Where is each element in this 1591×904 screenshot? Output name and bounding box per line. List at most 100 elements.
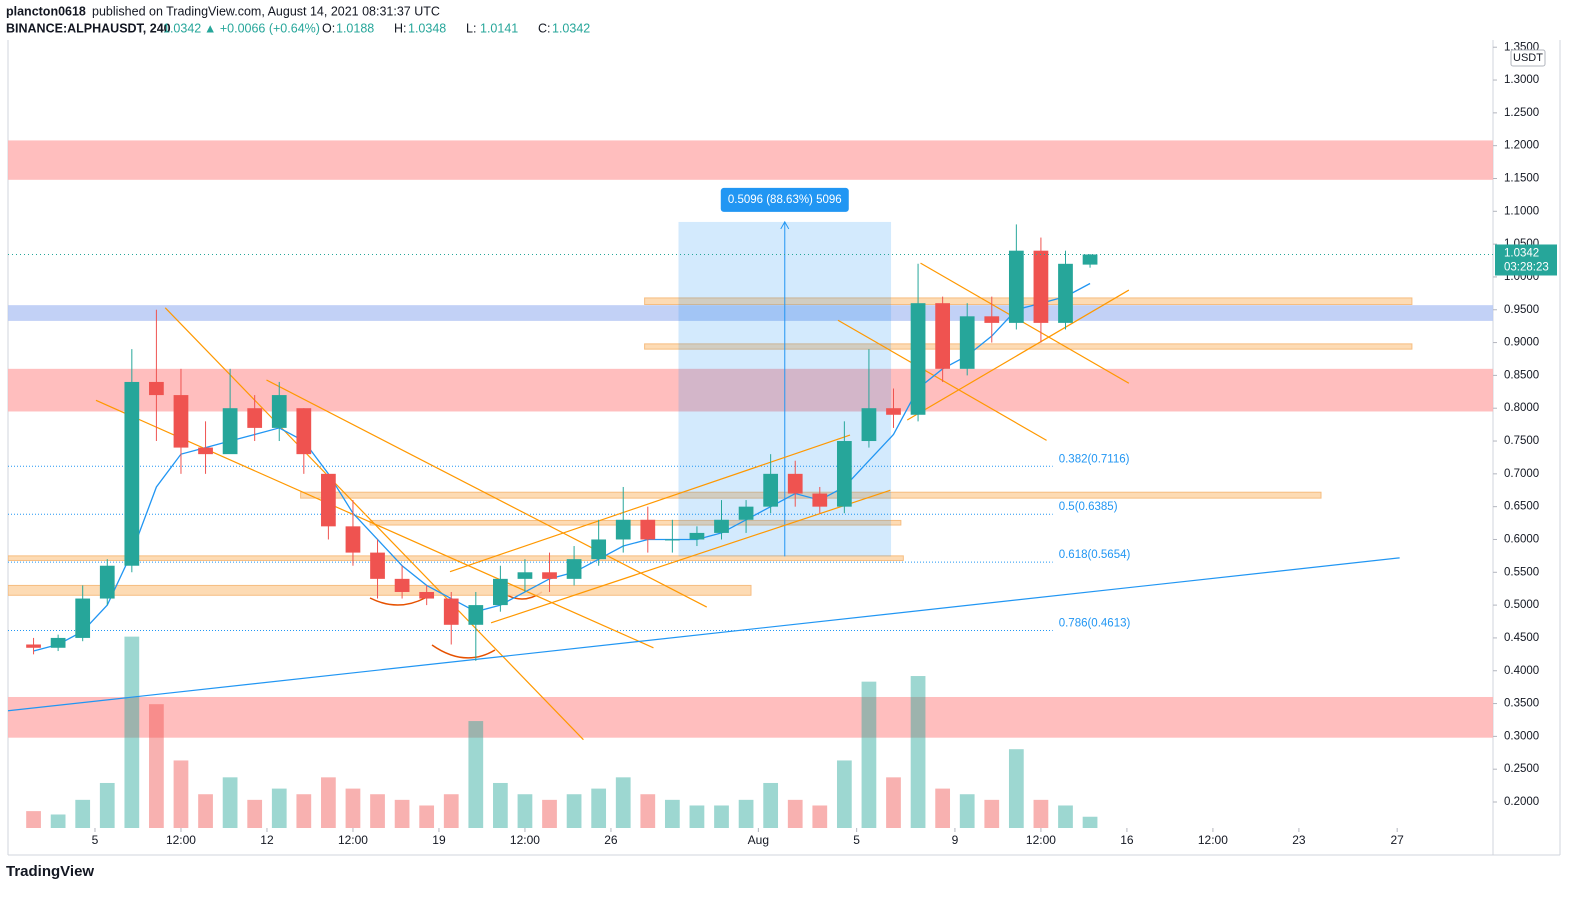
trendline bbox=[95, 399, 654, 649]
candle-body bbox=[566, 559, 582, 579]
zone bbox=[8, 305, 1493, 321]
x-tick-label: 12:00 bbox=[1198, 833, 1228, 847]
plot-area bbox=[8, 140, 1493, 828]
candle-body bbox=[591, 539, 607, 560]
candle-body bbox=[149, 381, 164, 396]
symbol: BINANCE:ALPHAUSDT, 240 bbox=[6, 21, 171, 35]
measure-label: 0.5096 (88.63%) 5096 bbox=[728, 194, 842, 206]
zone bbox=[8, 696, 1493, 738]
trendline bbox=[449, 434, 851, 573]
y-tick-label: 0.5500 bbox=[1504, 566, 1539, 578]
volume-bar bbox=[812, 805, 828, 828]
fib-label: 0.786(0.4613) bbox=[1059, 618, 1131, 630]
candle-body bbox=[1082, 254, 1098, 265]
zone bbox=[8, 584, 752, 596]
volume-bar bbox=[714, 805, 729, 828]
last: 1.0342 bbox=[163, 21, 201, 35]
volume-bar bbox=[50, 814, 66, 828]
measure-label-box bbox=[720, 187, 849, 212]
y-tick-label: 0.4000 bbox=[1504, 665, 1539, 677]
volume-bar bbox=[984, 799, 1000, 828]
volume-bar bbox=[124, 636, 140, 828]
logo: TradingView bbox=[6, 863, 94, 880]
candle-body bbox=[321, 473, 336, 527]
x-tick-label: 12:00 bbox=[166, 833, 196, 847]
last-price-box bbox=[1495, 244, 1557, 276]
x-tick-label: 9 bbox=[952, 833, 959, 847]
y-tick-label: 0.8000 bbox=[1504, 402, 1539, 414]
candle-body bbox=[861, 408, 877, 442]
candle-body bbox=[124, 381, 140, 566]
x-tick-label: 5 bbox=[853, 833, 860, 847]
volume-bar bbox=[787, 799, 803, 828]
volume-bar bbox=[149, 704, 164, 828]
volume-bar bbox=[222, 777, 238, 828]
ohlc-key: L: bbox=[466, 21, 476, 35]
y-tick-label: 0.7000 bbox=[1504, 468, 1539, 480]
y-tick-label: 0.2500 bbox=[1504, 763, 1539, 775]
y-tick-label: 1.1500 bbox=[1504, 173, 1539, 185]
trendline bbox=[906, 289, 1130, 421]
candle-body bbox=[615, 519, 631, 540]
volume-bar bbox=[493, 782, 508, 828]
y-tick-label: 1.3000 bbox=[1504, 74, 1539, 86]
x-tick-label: 27 bbox=[1390, 833, 1404, 847]
volume-bar bbox=[26, 811, 41, 828]
volume-bar bbox=[1058, 805, 1073, 828]
candle-body bbox=[836, 441, 852, 507]
candle-body bbox=[959, 316, 975, 369]
y-tick-label: 0.6500 bbox=[1504, 501, 1539, 513]
zone bbox=[8, 368, 1493, 412]
y-tick-label: 1.2500 bbox=[1504, 107, 1539, 119]
volume-bar bbox=[886, 777, 901, 828]
x-tick-label: 5 bbox=[92, 833, 99, 847]
volume-bar bbox=[935, 788, 951, 828]
last-price: 1.0342 bbox=[1504, 248, 1539, 260]
ohlc-value: 1.0348 bbox=[408, 21, 446, 35]
volume-bar bbox=[370, 794, 385, 828]
change: ▲ +0.0066 (+0.64%) bbox=[204, 21, 320, 35]
candle-body bbox=[812, 493, 828, 507]
y-tick-label: 0.5000 bbox=[1504, 599, 1539, 611]
volume-bar bbox=[542, 799, 557, 828]
y-tick-label: 0.9500 bbox=[1504, 304, 1539, 316]
trendline bbox=[8, 557, 1400, 712]
volume-bar bbox=[321, 777, 336, 828]
y-tick-label: 0.6000 bbox=[1504, 534, 1539, 546]
candle-body bbox=[738, 506, 754, 520]
x-tick-label: 16 bbox=[1120, 833, 1134, 847]
candle-body bbox=[664, 539, 680, 541]
candle-body bbox=[1033, 250, 1049, 323]
countdown: 03:28:23 bbox=[1504, 262, 1549, 274]
volume-bar bbox=[615, 777, 631, 828]
candle-body bbox=[75, 598, 91, 638]
currency-box bbox=[1510, 49, 1546, 67]
candle-body bbox=[493, 578, 508, 606]
volume-bar bbox=[836, 760, 852, 828]
ohlc-value: 1.0141 bbox=[480, 21, 518, 35]
zone bbox=[644, 297, 1413, 306]
x-tick-label: 19 bbox=[432, 833, 446, 847]
volume-bar bbox=[1008, 749, 1024, 828]
candle-body bbox=[542, 572, 557, 579]
volume-bar bbox=[173, 760, 189, 828]
volume-bar bbox=[566, 794, 582, 828]
candle-body bbox=[50, 637, 66, 648]
y-tick-label: 1.2000 bbox=[1504, 140, 1539, 152]
fib-label: 0.382(0.7116) bbox=[1059, 453, 1130, 465]
currency: USDT bbox=[1513, 52, 1543, 64]
zone bbox=[8, 140, 1493, 180]
x-tick-label: 12:00 bbox=[338, 833, 368, 847]
volume-bar bbox=[664, 799, 680, 828]
candle-body bbox=[1008, 250, 1024, 323]
trendline bbox=[490, 489, 891, 624]
volume-bar bbox=[1033, 799, 1049, 828]
y-tick-label: 0.3000 bbox=[1504, 730, 1539, 742]
x-tick-label: 12:00 bbox=[510, 833, 540, 847]
volume-bar bbox=[517, 794, 533, 828]
volume-bar bbox=[910, 676, 926, 828]
candle-body bbox=[984, 316, 1000, 323]
y-tick-label: 0.9000 bbox=[1504, 337, 1539, 349]
author: plancton0618 bbox=[6, 4, 86, 18]
